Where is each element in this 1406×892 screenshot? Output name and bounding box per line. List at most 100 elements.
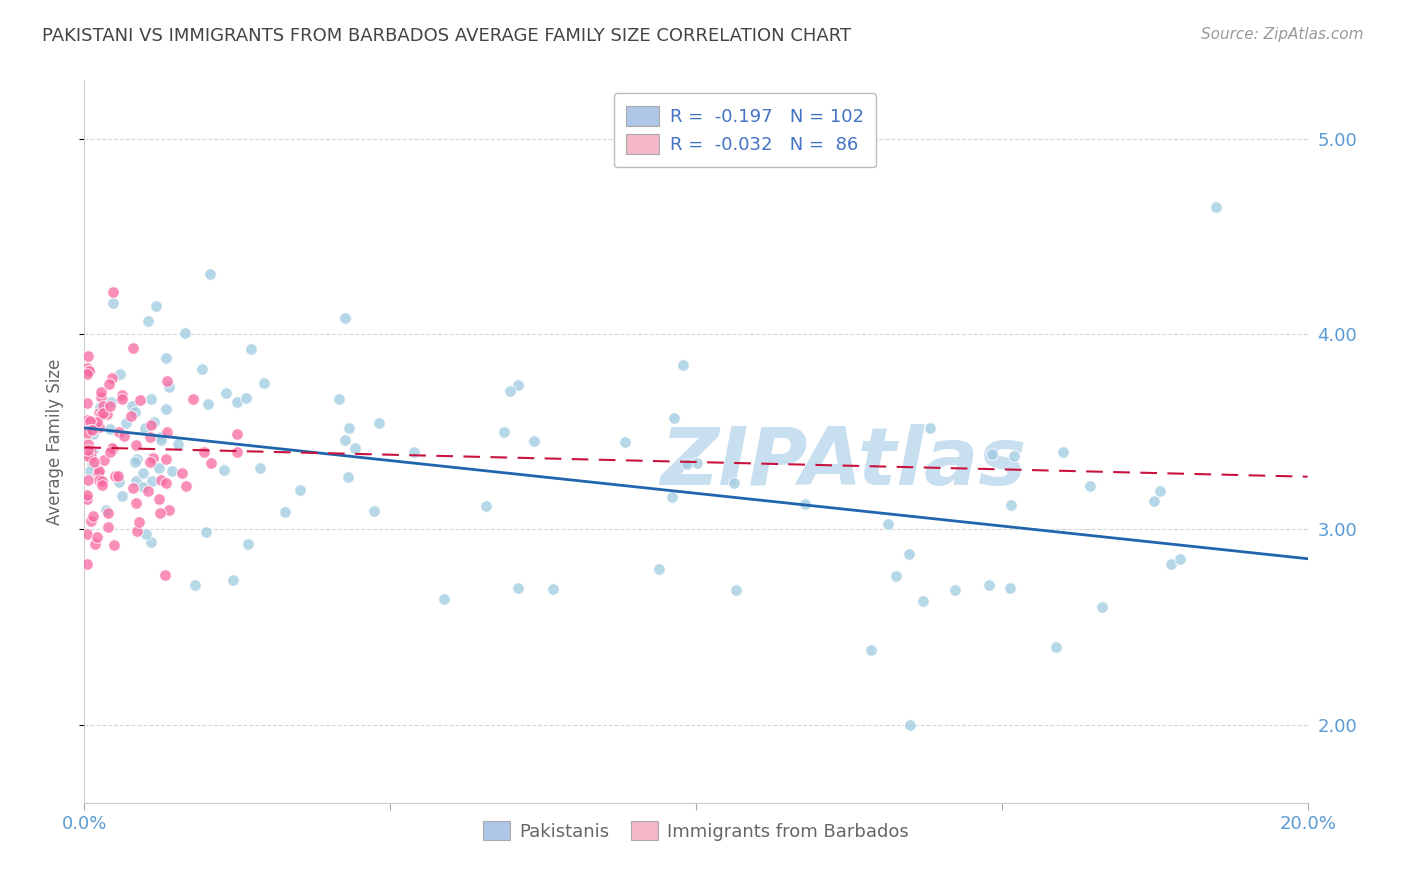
- Point: [87, 464, 110, 478]
- Point: [132, 466, 155, 480]
- Point: [184, 577, 207, 591]
- Point: [499, 384, 522, 398]
- Point: [77, 349, 100, 363]
- Point: [124, 475, 146, 489]
- Text: Source: ZipAtlas.com: Source: ZipAtlas.com: [1201, 27, 1364, 42]
- Point: [139, 417, 162, 432]
- Point: [723, 476, 745, 491]
- Point: [89, 401, 111, 415]
- Point: [98, 399, 121, 413]
- Point: [89, 406, 111, 420]
- Point: [167, 436, 190, 450]
- Point: [103, 538, 125, 552]
- Point: [90, 478, 112, 492]
- Point: [101, 285, 124, 299]
- Point: [288, 483, 311, 498]
- Point: [156, 425, 179, 440]
- Point: [181, 392, 204, 406]
- Point: [911, 594, 934, 608]
- Point: [508, 582, 530, 596]
- Point: [77, 437, 100, 451]
- Point: [1091, 599, 1114, 614]
- Point: [235, 391, 257, 405]
- Point: [200, 456, 222, 470]
- Point: [141, 474, 163, 488]
- Point: [104, 469, 127, 483]
- Point: [114, 428, 136, 442]
- Point: [139, 535, 162, 549]
- Point: [80, 514, 103, 528]
- Point: [404, 444, 426, 458]
- Point: [125, 496, 148, 510]
- Point: [157, 502, 180, 516]
- Point: [898, 547, 921, 561]
- Point: [193, 445, 215, 459]
- Point: [121, 481, 143, 495]
- Point: [662, 411, 685, 425]
- Point: [107, 475, 129, 489]
- Point: [76, 488, 98, 502]
- Point: [100, 441, 122, 455]
- Point: [648, 562, 671, 576]
- Point: [100, 394, 122, 409]
- Point: [614, 435, 637, 450]
- Point: [1000, 581, 1022, 595]
- Point: [79, 464, 101, 478]
- Point: [337, 470, 360, 484]
- Point: [176, 478, 198, 492]
- Point: [475, 500, 498, 514]
- Point: [160, 464, 183, 478]
- Point: [87, 473, 110, 487]
- Point: [368, 417, 391, 431]
- Point: [155, 351, 177, 366]
- Point: [1000, 498, 1022, 512]
- Point: [174, 326, 197, 340]
- Point: [198, 267, 221, 281]
- Point: [82, 423, 104, 437]
- Point: [236, 536, 259, 550]
- Point: [82, 427, 104, 442]
- Point: [1080, 479, 1102, 493]
- Point: [675, 457, 697, 471]
- Point: [93, 399, 115, 413]
- Point: [90, 384, 112, 399]
- Point: [139, 430, 162, 444]
- Point: [101, 296, 124, 310]
- Point: [249, 460, 271, 475]
- Point: [1149, 484, 1171, 499]
- Point: [155, 452, 177, 467]
- Point: [98, 422, 121, 436]
- Point: [124, 455, 146, 469]
- Point: [79, 414, 101, 428]
- Point: [128, 516, 150, 530]
- Point: [83, 537, 105, 551]
- Point: [197, 397, 219, 411]
- Point: [240, 343, 263, 357]
- Point: [86, 415, 108, 429]
- Point: [136, 314, 159, 328]
- Point: [108, 367, 131, 381]
- Point: [136, 483, 159, 498]
- Point: [82, 444, 104, 458]
- Point: [1143, 493, 1166, 508]
- Point: [523, 434, 546, 448]
- Point: [1170, 552, 1192, 566]
- Point: [1045, 640, 1067, 655]
- Point: [145, 299, 167, 313]
- Point: [793, 497, 815, 511]
- Point: [111, 489, 134, 503]
- Point: [363, 503, 385, 517]
- Point: [155, 475, 177, 490]
- Point: [76, 413, 98, 427]
- Point: [135, 526, 157, 541]
- Point: [139, 392, 162, 406]
- Point: [149, 433, 172, 447]
- Point: [76, 527, 98, 541]
- Point: [977, 578, 1000, 592]
- Point: [159, 380, 181, 394]
- Point: [107, 468, 129, 483]
- Point: [328, 392, 350, 406]
- Point: [344, 441, 367, 455]
- Point: [149, 506, 172, 520]
- Point: [333, 310, 356, 325]
